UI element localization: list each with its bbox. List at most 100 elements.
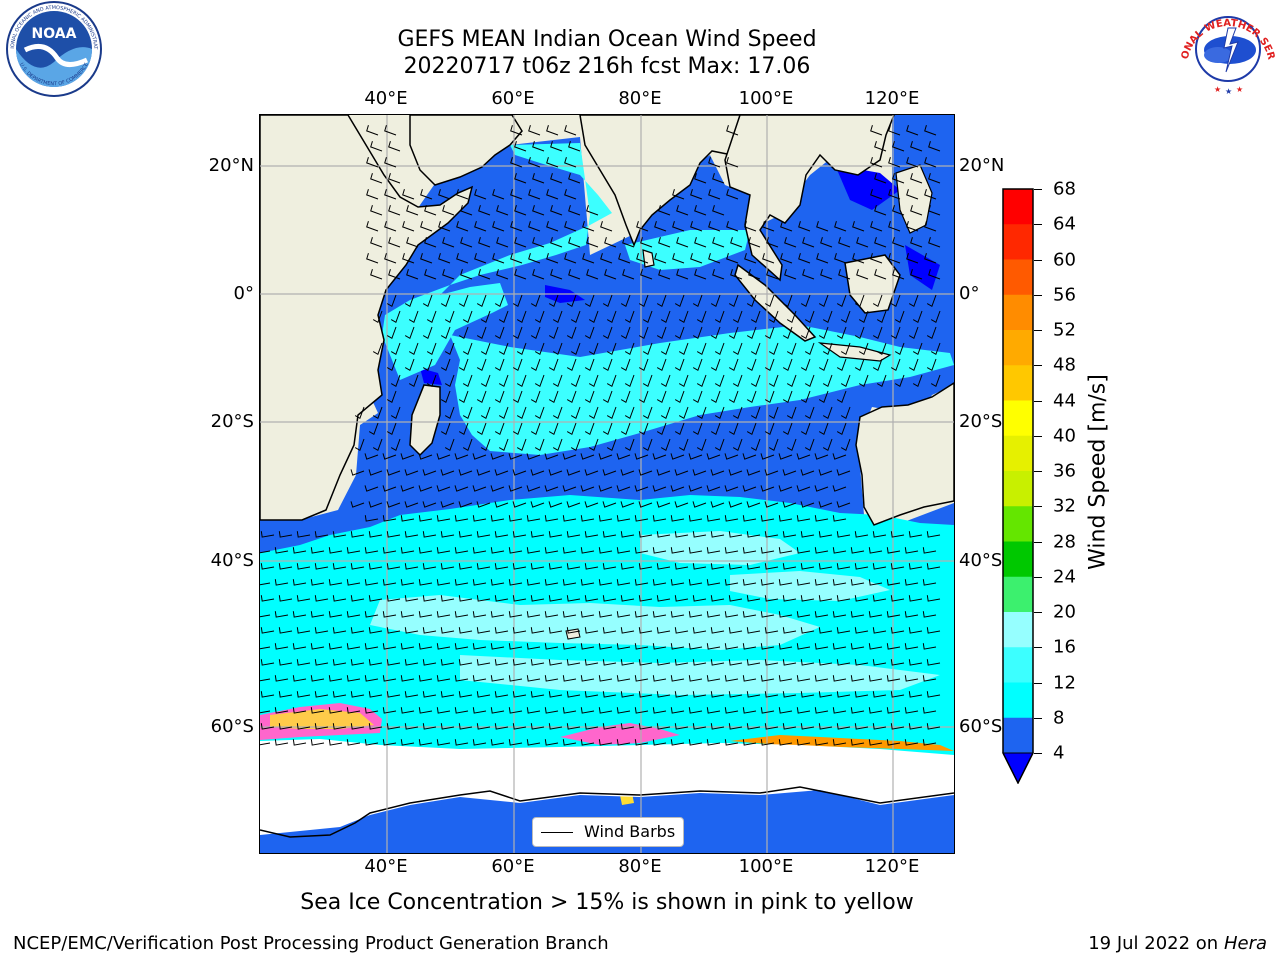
- wind-barb: [494, 358, 505, 372]
- wind-barb: [512, 627, 527, 634]
- wind-barb: [510, 221, 523, 232]
- wind-barb: [652, 547, 667, 554]
- wind-barb: [548, 294, 559, 308]
- lat-tick-right: 20°N: [959, 155, 1005, 176]
- wind-barb: [418, 547, 433, 554]
- wind-barb: [514, 269, 527, 280]
- wind-barb: [726, 253, 739, 264]
- wind-barb: [458, 595, 473, 602]
- wind-barb: [586, 205, 599, 216]
- wind-barb: [444, 438, 455, 452]
- wind-barb: [638, 390, 649, 404]
- wind-barb: [454, 643, 469, 650]
- wind-barb: [638, 358, 649, 372]
- wind-barb: [840, 342, 851, 356]
- wind-barb: [422, 326, 433, 340]
- wind-barb: [800, 469, 815, 476]
- wind-barb: [726, 125, 739, 136]
- wind-barb: [746, 563, 761, 570]
- wind-barb: [642, 310, 653, 324]
- wind-barb: [908, 531, 923, 538]
- wind-barb: [328, 611, 343, 618]
- wind-barb: [690, 221, 703, 232]
- wind-barb: [400, 547, 415, 554]
- wind-barb: [382, 547, 397, 554]
- wind-barb: [726, 157, 739, 168]
- wind-barb: [676, 237, 689, 248]
- wind-barb: [474, 253, 487, 264]
- wind-barb: [906, 157, 919, 168]
- wind-barb: [886, 547, 901, 554]
- wind-barb: [296, 691, 311, 698]
- wind-barb: [660, 342, 671, 356]
- wind-barb: [870, 157, 883, 168]
- wind-barb: [566, 531, 581, 538]
- wind-barb: [760, 453, 775, 460]
- wind-barb: [584, 358, 595, 372]
- wind-barb: [476, 595, 491, 602]
- wind-barb: [692, 501, 707, 508]
- wind-barb: [922, 579, 937, 586]
- wind-barb: [274, 707, 289, 714]
- wind-barb: [420, 221, 433, 232]
- wind-barb: [402, 253, 415, 264]
- wind-barb: [422, 469, 437, 476]
- wind-barb: [584, 723, 599, 730]
- wind-barb: [892, 173, 905, 184]
- wind-barb: [696, 310, 707, 324]
- wind-barb: [768, 342, 779, 356]
- wind-barb: [764, 469, 779, 476]
- wind-barb: [390, 374, 401, 388]
- wind-barb: [388, 205, 401, 216]
- wind-barb: [382, 485, 397, 492]
- wind-barb: [724, 675, 739, 682]
- landmass-india: [579, 115, 741, 248]
- wind-barb: [586, 269, 599, 280]
- wind-barb: [530, 691, 545, 698]
- wind-barb: [856, 269, 869, 280]
- wind-barb: [476, 501, 491, 508]
- wind-barb: [638, 691, 653, 698]
- wind-barb: [708, 221, 721, 232]
- wind-barb: [890, 691, 905, 698]
- wind-barb: [562, 611, 577, 618]
- wind-barb: [526, 579, 541, 586]
- wind-barb: [928, 269, 941, 280]
- wind-barb: [674, 326, 685, 340]
- wind-barb: [742, 547, 757, 554]
- wind-barb: [346, 643, 361, 650]
- wind-barb: [800, 563, 815, 570]
- wind-barb: [550, 173, 563, 184]
- wind-barb: [580, 643, 595, 650]
- wind-barb: [440, 723, 455, 730]
- wind-barb: [674, 294, 685, 308]
- map-title-line2: 20220717 t06z 216h fcst Max: 17.06: [403, 54, 811, 79]
- wind-barb: [706, 515, 721, 522]
- wind-barb: [692, 294, 703, 308]
- wind-barb: [490, 579, 505, 586]
- wind-barb: [476, 531, 491, 538]
- wind-barb: [582, 221, 595, 232]
- wind-barb: [278, 691, 293, 698]
- footer-date-text: 19 Jul 2022 on: [1088, 933, 1219, 954]
- wind-barb: [570, 342, 581, 356]
- wind-barb: [778, 485, 793, 492]
- wind-barb: [616, 547, 631, 554]
- wind-barb: [350, 691, 365, 698]
- wind-barb: [710, 326, 721, 340]
- wind-barb: [872, 691, 887, 698]
- wind-barb: [548, 422, 559, 436]
- wind-barb: [750, 374, 761, 388]
- legend-label: Wind Barbs: [584, 822, 676, 841]
- wind-barb: [386, 563, 401, 570]
- colorbar-segment: [1003, 365, 1033, 401]
- wind-barb: [634, 515, 649, 522]
- wind-barb: [472, 611, 487, 618]
- wind-barb: [890, 531, 905, 538]
- wind-barb: [426, 310, 437, 324]
- wind-barb: [910, 141, 923, 152]
- wind-barb: [850, 643, 865, 650]
- wind-barb: [260, 627, 275, 634]
- wind-barb: [782, 659, 797, 666]
- wind-barbs-layer: [260, 125, 941, 746]
